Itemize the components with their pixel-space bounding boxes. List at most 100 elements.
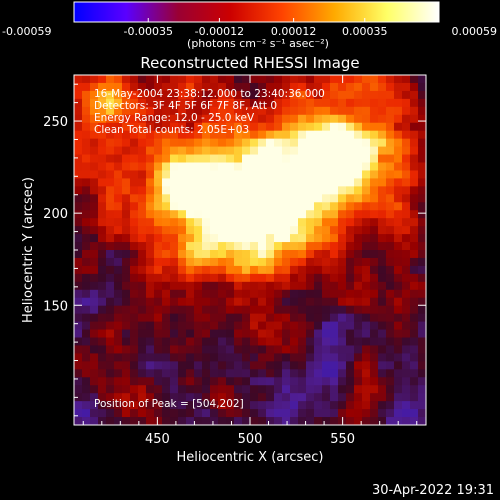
heatmap-cell	[274, 162, 283, 172]
heatmap-cell	[314, 226, 323, 235]
heatmap-cell	[90, 281, 99, 291]
heatmap-cell	[258, 82, 267, 92]
heatmap-cell	[194, 226, 203, 235]
heatmap-cell	[106, 242, 115, 251]
heatmap-cell	[346, 273, 355, 283]
heatmap-cell	[386, 361, 395, 370]
heatmap-cell	[402, 337, 411, 347]
heatmap-cell	[226, 75, 235, 84]
heatmap-cell	[194, 154, 203, 164]
heatmap-cell	[354, 353, 363, 362]
heatmap-cell	[178, 369, 187, 378]
heatmap-cell	[306, 218, 315, 227]
heatmap-cell	[202, 377, 211, 386]
heatmap-cell	[338, 138, 347, 148]
heatmap-cell	[402, 242, 411, 251]
heatmap-cell	[330, 385, 339, 394]
heatmap-cell	[362, 154, 371, 164]
heatmap-cell	[394, 138, 403, 148]
heatmap-cell	[226, 154, 235, 164]
heatmap-cell	[154, 369, 163, 378]
heatmap-cell	[394, 98, 403, 108]
heatmap-cell	[354, 154, 363, 164]
heatmap-cell	[234, 329, 243, 339]
heatmap-cell	[338, 250, 347, 259]
heatmap-cell	[386, 226, 395, 235]
heatmap-cell	[418, 210, 426, 219]
heatmap-cell	[90, 401, 99, 410]
heatmap-cell	[258, 90, 267, 100]
heatmap-cell	[290, 305, 299, 315]
heatmap-cell	[266, 82, 275, 92]
heatmap-cell	[322, 138, 331, 148]
heatmap-cell	[402, 122, 411, 132]
heatmap-cell	[346, 218, 355, 227]
heatmap-cell	[338, 210, 347, 219]
heatmap-cell	[226, 401, 235, 410]
heatmap-cell	[154, 178, 163, 187]
heatmap-cell	[330, 170, 339, 180]
heatmap-cell	[410, 234, 419, 243]
heatmap-cell	[378, 75, 387, 84]
heatmap-cell	[410, 146, 419, 156]
heatmap-cell	[306, 409, 315, 418]
heatmap-cell	[354, 90, 363, 100]
heatmap-cell	[178, 202, 187, 211]
heatmap-cell	[170, 82, 179, 92]
heatmap-cell	[170, 393, 179, 402]
heatmap-cell	[330, 281, 339, 291]
heatmap-cell	[378, 250, 387, 259]
heatmap-cell	[290, 289, 299, 299]
heatmap-cell	[274, 82, 283, 92]
heatmap-cell	[370, 297, 379, 307]
heatmap-cell	[290, 130, 299, 140]
heatmap-cell	[394, 313, 403, 323]
heatmap-cell	[178, 114, 187, 124]
heatmap-cell	[226, 321, 235, 331]
heatmap-cell	[402, 313, 411, 323]
heatmap-cell	[418, 265, 426, 275]
heatmap-cell	[266, 337, 275, 347]
heatmap-cell	[250, 186, 259, 195]
heatmap-cell	[154, 257, 163, 267]
heatmap-cell	[338, 162, 347, 172]
heatmap-cell	[338, 409, 347, 418]
heatmap-cell	[130, 257, 139, 267]
heatmap-cell	[378, 122, 387, 132]
heatmap-cell	[186, 377, 195, 386]
heatmap-cell	[122, 170, 131, 180]
heatmap-cell	[282, 377, 291, 386]
heatmap-cell	[106, 186, 115, 195]
heatmap-cell	[258, 75, 267, 84]
heatmap-cell	[122, 234, 131, 243]
heatmap-cell	[242, 226, 251, 235]
heatmap-cell	[154, 329, 163, 339]
heatmap-cell	[322, 90, 331, 100]
heatmap-cell	[130, 250, 139, 259]
heatmap-cell	[122, 401, 131, 410]
heatmap-cell	[170, 218, 179, 227]
heatmap-cell	[226, 234, 235, 243]
heatmap-cell	[410, 170, 419, 180]
heatmap-cell	[98, 210, 107, 219]
heatmap-cell	[74, 114, 83, 124]
heatmap-cell	[218, 242, 227, 251]
heatmap-cell	[290, 146, 299, 156]
heatmap-cell	[386, 178, 395, 187]
heatmap-cell	[146, 210, 155, 219]
heatmap-cell	[314, 401, 323, 410]
heatmap-cell	[274, 297, 283, 307]
heatmap-cell	[378, 257, 387, 267]
heatmap-cell	[194, 377, 203, 386]
heatmap-cell	[338, 194, 347, 203]
heatmap-cell	[258, 130, 267, 140]
heatmap-cell	[194, 138, 203, 148]
heatmap-cell	[82, 242, 91, 251]
heatmap-cell	[362, 409, 371, 418]
heatmap-cell	[122, 210, 131, 219]
heatmap-cell	[418, 409, 426, 418]
heatmap-cell	[210, 146, 219, 156]
heatmap-cell	[274, 289, 283, 299]
heatmap-cell	[274, 393, 283, 402]
heatmap-cell	[378, 377, 387, 386]
